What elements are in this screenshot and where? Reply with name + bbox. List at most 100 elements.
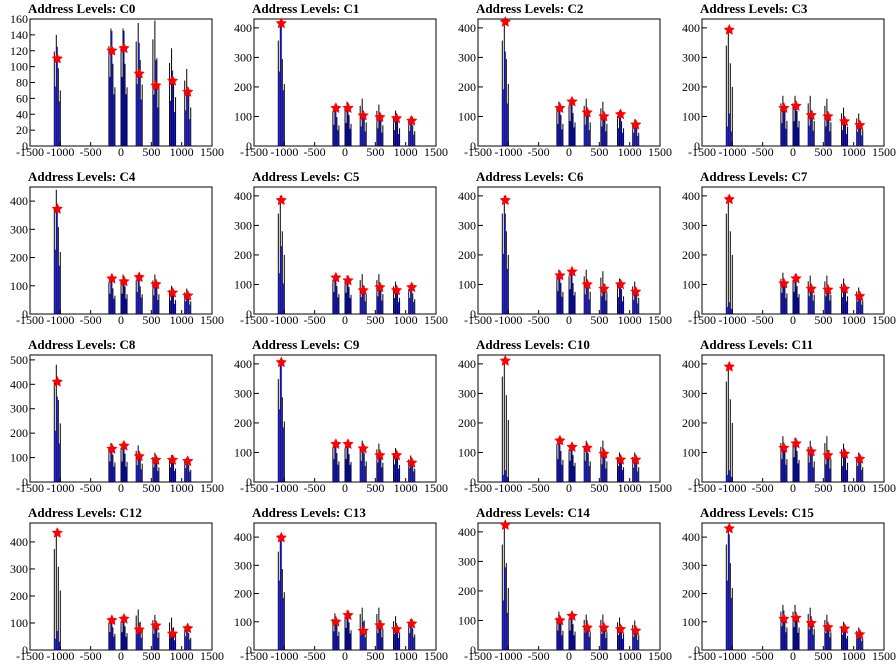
peak-marker [790, 99, 802, 112]
peak-marker [150, 619, 162, 631]
chart-panel: Address Levels: C12 0 100 200 300 400 -1500 -10… [10, 505, 224, 663]
x-tick-label: 0 [118, 145, 124, 159]
peak-marker [118, 275, 130, 287]
peak-marker [566, 609, 578, 622]
x-tick-label: 500 [366, 313, 384, 327]
y-tick-label: 0 [694, 643, 700, 657]
peak-marker [357, 624, 369, 636]
y-tick-label: 0 [246, 643, 252, 657]
y-tick-label: 300 [682, 558, 700, 572]
x-tick-label: 0 [118, 313, 124, 327]
peak-marker [150, 278, 162, 290]
y-tick-label: 400 [10, 194, 28, 208]
peak-marker [581, 441, 593, 453]
peak-marker [499, 354, 512, 366]
x-tick-label: 1000 [394, 649, 418, 663]
peak-marker [133, 623, 145, 635]
y-tick-label: 500 [10, 353, 28, 367]
peak-marker [723, 360, 736, 372]
peak-marker [342, 609, 354, 621]
peak-marker [554, 434, 566, 446]
x-tick-label: 1000 [842, 313, 866, 327]
peak-marker [275, 17, 288, 29]
y-tick-label: 0 [694, 307, 700, 321]
x-tick-label: -500 [528, 649, 550, 663]
y-tick-label: 0 [470, 643, 476, 657]
peak-marker [181, 455, 194, 467]
x-tick-label: 1500 [872, 313, 896, 327]
x-tick-label: -1500 [688, 481, 716, 495]
y-tick-label: 100 [458, 277, 476, 291]
y-tick-label: 400 [234, 530, 252, 544]
y-tick-label: 100 [458, 613, 476, 627]
y-tick-label: 100 [682, 445, 700, 459]
y-tick-label: 400 [458, 21, 476, 35]
x-tick-label: 500 [814, 145, 832, 159]
peak-marker [614, 453, 627, 465]
chart-title: Address Levels: C4 [28, 169, 136, 184]
y-tick-label: 300 [234, 386, 252, 400]
x-tick-label: 0 [118, 649, 124, 663]
y-tick-label: 300 [234, 558, 252, 572]
peak-marker [106, 44, 118, 56]
x-tick-label: -1500 [688, 649, 716, 663]
x-tick-label: 1000 [618, 481, 642, 495]
x-tick-label: -1000 [494, 481, 522, 495]
peak-marker [853, 452, 866, 464]
x-tick-label: -500 [304, 649, 326, 663]
peak-marker [374, 281, 386, 293]
peak-marker [181, 85, 194, 98]
y-tick-label: 0 [22, 475, 28, 489]
peak-marker [838, 115, 851, 127]
x-tick-label: -500 [528, 145, 550, 159]
x-tick-label: 1000 [394, 145, 418, 159]
peak-marker [342, 102, 354, 114]
peak-marker [181, 289, 194, 301]
peak-marker [342, 438, 354, 450]
peak-marker [150, 453, 162, 465]
x-tick-label: 1500 [648, 649, 672, 663]
x-tick-label: 0 [790, 649, 796, 663]
y-tick-label: 100 [458, 109, 476, 123]
y-tick-label: 200 [10, 426, 28, 440]
peak-marker [390, 623, 403, 635]
x-tick-label: 0 [790, 481, 796, 495]
peak-marker [166, 627, 179, 639]
y-tick-label: 0 [470, 307, 476, 321]
x-tick-label: -1500 [16, 145, 44, 159]
x-tick-label: 1500 [872, 145, 896, 159]
peak-marker [838, 622, 851, 634]
x-tick-label: 500 [814, 481, 832, 495]
x-tick-label: 0 [790, 145, 796, 159]
peak-marker [723, 23, 736, 35]
y-tick-label: 80 [16, 76, 28, 90]
chart-panel: Address Levels: C14 0 100 200 300 400 -1500 -10… [458, 505, 672, 663]
x-tick-label: 0 [342, 481, 348, 495]
peak-marker [778, 102, 790, 114]
peak-marker [554, 269, 566, 281]
x-tick-label: -1000 [46, 313, 74, 327]
chart-panel: Address Levels: C9 0 100 200 300 400 -1500 -100… [234, 337, 448, 495]
peak-marker [390, 284, 403, 296]
y-tick-label: 100 [458, 445, 476, 459]
y-tick-label: 200 [234, 80, 252, 94]
peak-marker [499, 518, 512, 530]
chart-panel: Address Levels: C11 0 100 200 300 400 -1500 -10… [682, 337, 896, 495]
y-tick-label: 200 [458, 416, 476, 430]
peak-marker [554, 102, 566, 114]
y-tick-label: 300 [458, 386, 476, 400]
x-tick-label: 0 [790, 313, 796, 327]
y-tick-label: 200 [458, 80, 476, 94]
x-tick-label: -1500 [688, 145, 716, 159]
y-tick-label: 200 [10, 589, 28, 603]
y-tick-label: 400 [458, 189, 476, 203]
chart-panel: Address Levels: C2 0 100 200 300 400 -1500 -100… [458, 1, 672, 159]
y-tick-label: 300 [682, 50, 700, 64]
peak-marker [723, 193, 736, 205]
x-tick-label: 500 [142, 145, 160, 159]
x-tick-label: -1500 [240, 649, 268, 663]
peak-marker [778, 441, 790, 453]
x-tick-label: 1000 [170, 649, 194, 663]
y-tick-label: 0 [22, 307, 28, 321]
